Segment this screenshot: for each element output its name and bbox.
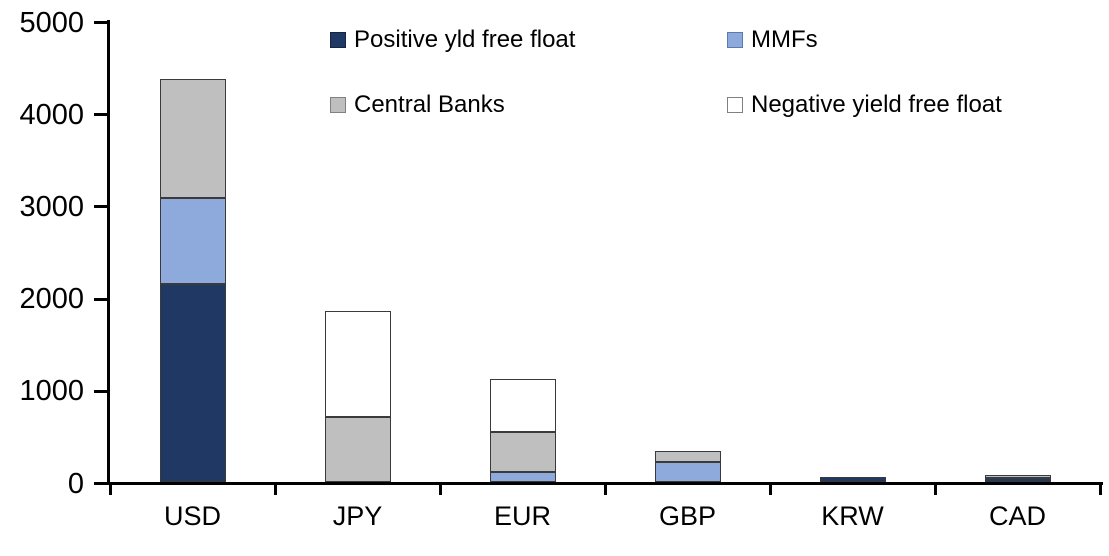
y-tick-label: 3000 [19, 190, 84, 223]
legend-swatch-positive-yld-free-float [330, 32, 346, 48]
bar-segment-cad-positive-yld-free-float [984, 478, 1051, 482]
bar-segment-usd-mmfs [159, 198, 226, 284]
bar-segment-jpy-negative-yield-free-float [324, 311, 391, 418]
y-tick-label: 2000 [19, 283, 84, 316]
legend-label-mmfs: MMFs [751, 26, 818, 53]
legend-swatch-mmfs [727, 32, 743, 48]
bar-segment-eur-central-banks [489, 431, 556, 472]
y-tick-label: 1000 [19, 375, 84, 408]
x-category-label: GBP [658, 501, 717, 531]
legend-label-positive-yld-free-float: Positive yld free float [354, 26, 576, 53]
x-axis-tick [603, 482, 607, 495]
legend-label-negative-yield-free-float: Negative yield free float [751, 91, 1002, 118]
x-category-label: KRW [821, 501, 884, 531]
legend-swatch-negative-yield-free-float [727, 97, 743, 113]
legend-item-mmfs: MMFs [727, 25, 818, 55]
x-category-label: CAD [988, 501, 1046, 531]
y-axis-line [107, 20, 110, 485]
legend-swatch-central-banks [330, 97, 346, 113]
legend-item-positive-yld-free-float: Positive yld free float [330, 25, 575, 55]
bar-segment-cad-central-banks [984, 474, 1051, 479]
bar-segment-usd-positive-yld-free-float [159, 283, 226, 482]
x-axis-tick [1098, 482, 1102, 495]
x-axis-tick [768, 482, 772, 495]
x-axis-tick [108, 482, 112, 495]
y-axis-tick [94, 482, 107, 485]
y-axis-tick [94, 297, 107, 301]
x-axis-tick [273, 482, 277, 495]
y-axis-tick [94, 205, 107, 209]
x-category-label: JPY [332, 501, 383, 531]
bar-segment-eur-mmfs [489, 471, 556, 482]
legend-item-negative-yield-free-float: Negative yield free float [727, 90, 1002, 120]
y-tick-label: 0 [67, 467, 84, 500]
legend-item-central-banks: Central Banks [330, 90, 505, 120]
x-category-label: USD [163, 501, 221, 531]
y-axis-tick [94, 113, 107, 117]
bar-segment-gbp-mmfs [654, 461, 721, 482]
plot-area [110, 21, 1100, 482]
legend-label-central-banks: Central Banks [354, 91, 505, 118]
bar-segment-krw-positive-yld-free-float [819, 477, 886, 482]
bar-segment-gbp-central-banks [654, 451, 721, 462]
x-axis-tick [933, 482, 937, 495]
bar-segment-jpy-central-banks [324, 417, 391, 482]
y-tick-label: 4000 [19, 98, 84, 131]
bar-segment-usd-central-banks [159, 79, 226, 199]
y-tick-label: 5000 [19, 6, 84, 39]
y-axis-tick [94, 21, 107, 24]
x-category-label: EUR [493, 501, 551, 531]
y-axis-tick [94, 389, 107, 393]
x-axis-tick [438, 482, 442, 495]
bar-segment-eur-negative-yield-free-float [489, 378, 556, 432]
